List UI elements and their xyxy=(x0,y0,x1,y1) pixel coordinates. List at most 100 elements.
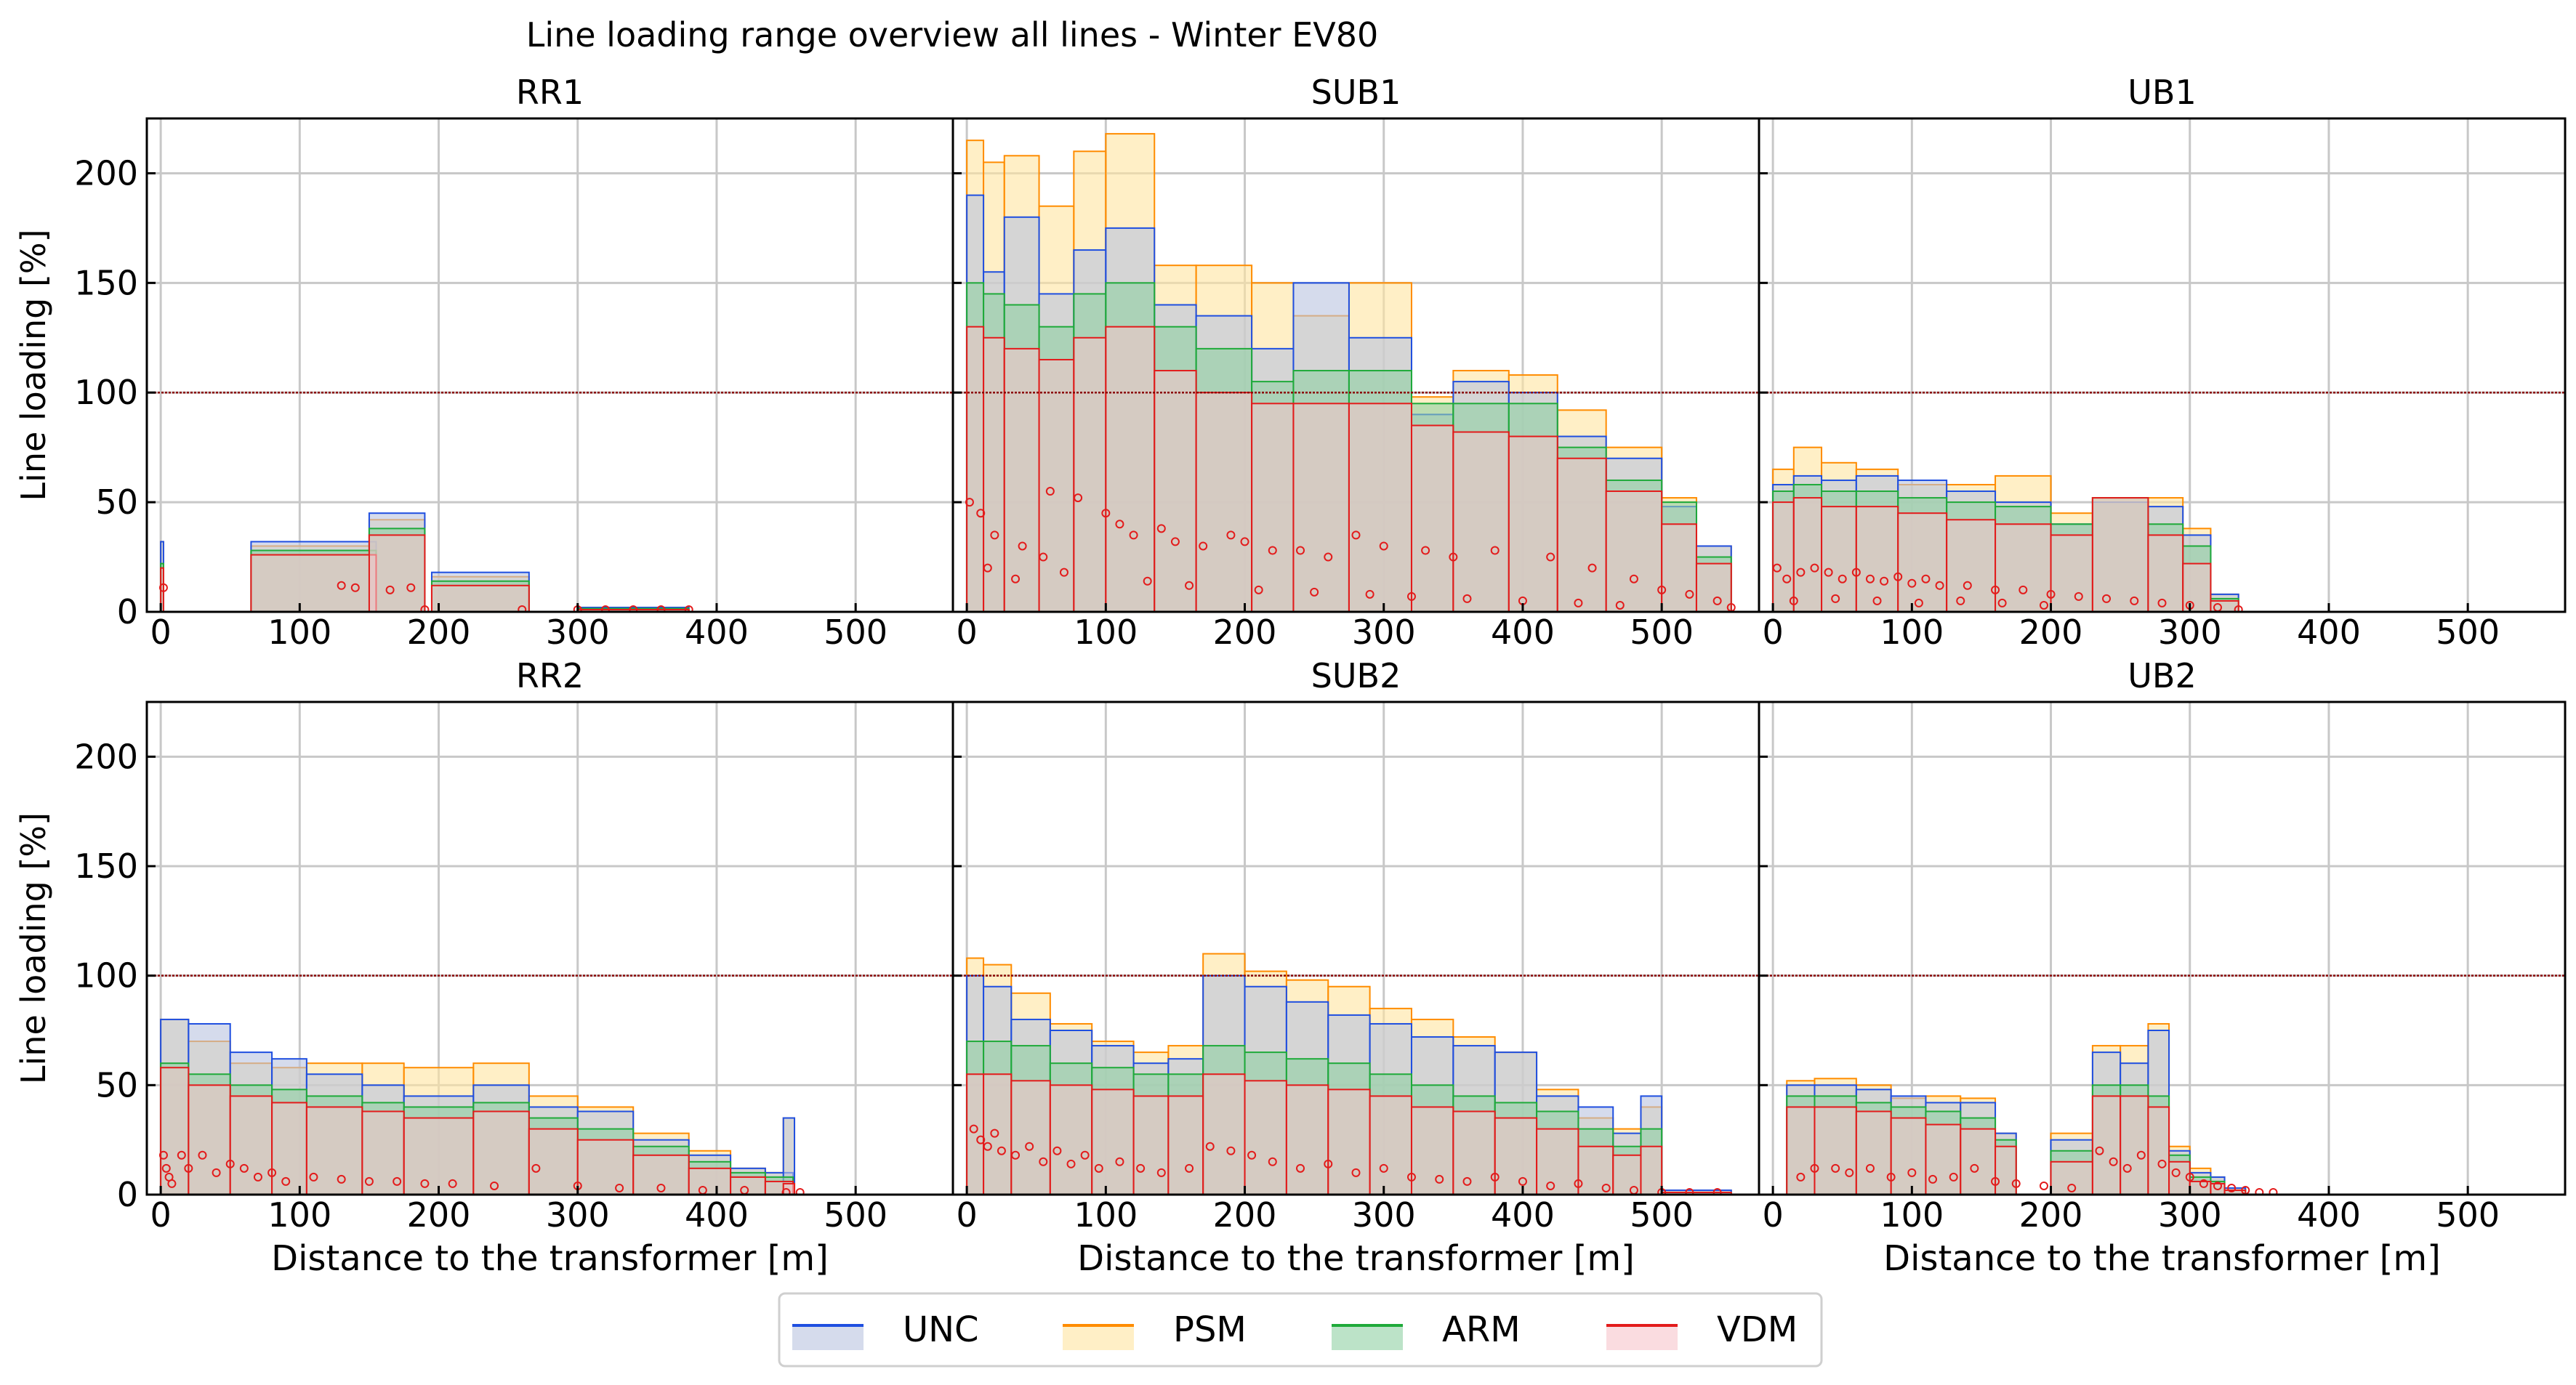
data-point xyxy=(2269,1187,2278,1195)
data-point xyxy=(1462,1176,1472,1186)
bar-vdm xyxy=(1995,1145,2017,1195)
data-point xyxy=(393,1176,402,1186)
data-point xyxy=(2199,1179,2208,1188)
data-point xyxy=(1052,1146,1062,1155)
bar-vdm xyxy=(1772,501,1795,612)
panel-sub1: 0 100 200 300 400 500 SUB1 xyxy=(951,73,1760,652)
bar-vdm xyxy=(576,1139,635,1195)
x-tick-label: 100 xyxy=(1074,613,1138,652)
data-point xyxy=(1025,1142,1034,1151)
data-point xyxy=(1845,1168,1854,1177)
x-tick-label: 200 xyxy=(2019,1195,2083,1235)
x-tick-label: 200 xyxy=(407,613,471,652)
data-point xyxy=(1351,1168,1361,1177)
data-point xyxy=(309,1172,318,1182)
data-point xyxy=(1615,600,1625,610)
bar-vdm xyxy=(1925,1123,1962,1195)
data-point xyxy=(1789,596,1798,605)
series-vdm xyxy=(966,1073,1732,1195)
bar-vdm xyxy=(472,1110,530,1195)
x-tick-label: 400 xyxy=(1491,613,1555,652)
data-point xyxy=(2039,1181,2048,1190)
data-point xyxy=(629,605,638,612)
data-point xyxy=(2095,1146,2104,1155)
data-point xyxy=(448,1179,457,1188)
data-point xyxy=(1365,589,1374,599)
legend-label: ARM xyxy=(1442,1309,1521,1350)
data-points xyxy=(1772,563,2243,612)
data-point xyxy=(684,605,693,612)
y-tick-label: 50 xyxy=(95,1065,138,1105)
x-axis-label: Distance to the transformer [m] xyxy=(1077,1238,1635,1279)
data-point xyxy=(1921,574,1931,584)
panel-title: RR2 xyxy=(516,656,584,695)
data-point xyxy=(490,1181,499,1190)
data-point xyxy=(385,585,395,594)
bar-vdm xyxy=(1010,1080,1051,1195)
legend-frame xyxy=(778,1292,1823,1368)
data-point xyxy=(1956,596,1965,605)
bar-vdm xyxy=(1494,1117,1538,1195)
data-point xyxy=(1865,574,1875,584)
x-tick-label: 0 xyxy=(1762,1195,1783,1235)
legend-swatch xyxy=(792,1325,864,1350)
plot-area xyxy=(147,974,953,1195)
bar-vdm xyxy=(1285,1084,1329,1195)
data-point xyxy=(1935,581,1944,590)
bar-vdm xyxy=(361,1110,405,1195)
x-tick-label: 300 xyxy=(546,613,610,652)
bar-vdm xyxy=(1695,562,1732,612)
data-point xyxy=(1657,585,1667,594)
x-tick-label: 100 xyxy=(1880,1195,1944,1235)
data-point xyxy=(1156,524,1166,533)
data-point xyxy=(337,581,346,590)
data-point xyxy=(1011,1150,1021,1160)
bar-vdm xyxy=(1410,424,1454,612)
y-tick-label: 0 xyxy=(117,1175,138,1214)
x-tick-label: 200 xyxy=(1213,1195,1277,1235)
bar-vdm xyxy=(1251,403,1295,612)
bar-vdm xyxy=(271,1102,307,1195)
panel-title: SUB2 xyxy=(1311,656,1401,695)
data-point xyxy=(1796,568,1806,577)
data-point xyxy=(976,509,986,518)
x-tick-label: 100 xyxy=(267,613,331,652)
data-point xyxy=(1831,594,1840,603)
data-point xyxy=(1379,541,1388,551)
data-point xyxy=(990,530,999,540)
series-vdm xyxy=(1772,497,2239,612)
chart-title: Line loading range overview all lines - … xyxy=(526,15,1379,54)
x-tick-label: 400 xyxy=(685,1195,749,1235)
data-point xyxy=(1991,1176,2000,1186)
data-point xyxy=(2157,598,2167,607)
data-point xyxy=(1205,1142,1215,1151)
bar-vdm xyxy=(632,1154,690,1195)
x-tick-label: 400 xyxy=(1491,1195,1555,1235)
bar-vdm xyxy=(1536,1128,1579,1195)
bar-vdm xyxy=(1244,1080,1287,1195)
data-point xyxy=(167,1179,177,1188)
data-point xyxy=(2157,1159,2167,1168)
x-axis-label: Distance to the transformer [m] xyxy=(1883,1238,2441,1279)
legend-label: VDM xyxy=(1717,1309,1798,1350)
panel-ub1: 0 100 200 300 400 500 UB1 xyxy=(1758,73,2567,652)
data-point xyxy=(2234,605,2243,612)
bar-vdm xyxy=(1452,431,1510,612)
bar-vdm xyxy=(2147,534,2184,612)
data-point xyxy=(1045,487,1055,496)
bar-vdm xyxy=(2147,1106,2170,1195)
x-tick-label: 100 xyxy=(1880,613,1944,652)
data-point xyxy=(406,583,416,592)
x-tick-label: 300 xyxy=(2158,613,2222,652)
panel-title: UB1 xyxy=(2128,73,2197,112)
data-point xyxy=(1379,1163,1388,1173)
data-point xyxy=(1240,537,1249,546)
data-point xyxy=(1170,537,1180,546)
bar-vdm xyxy=(1038,358,1075,612)
bar-vdm xyxy=(250,554,377,612)
y-tick-label: 200 xyxy=(74,737,138,776)
bar-vdm xyxy=(1167,1095,1204,1195)
data-point xyxy=(2039,600,2048,610)
bar-vdm xyxy=(229,1095,273,1195)
